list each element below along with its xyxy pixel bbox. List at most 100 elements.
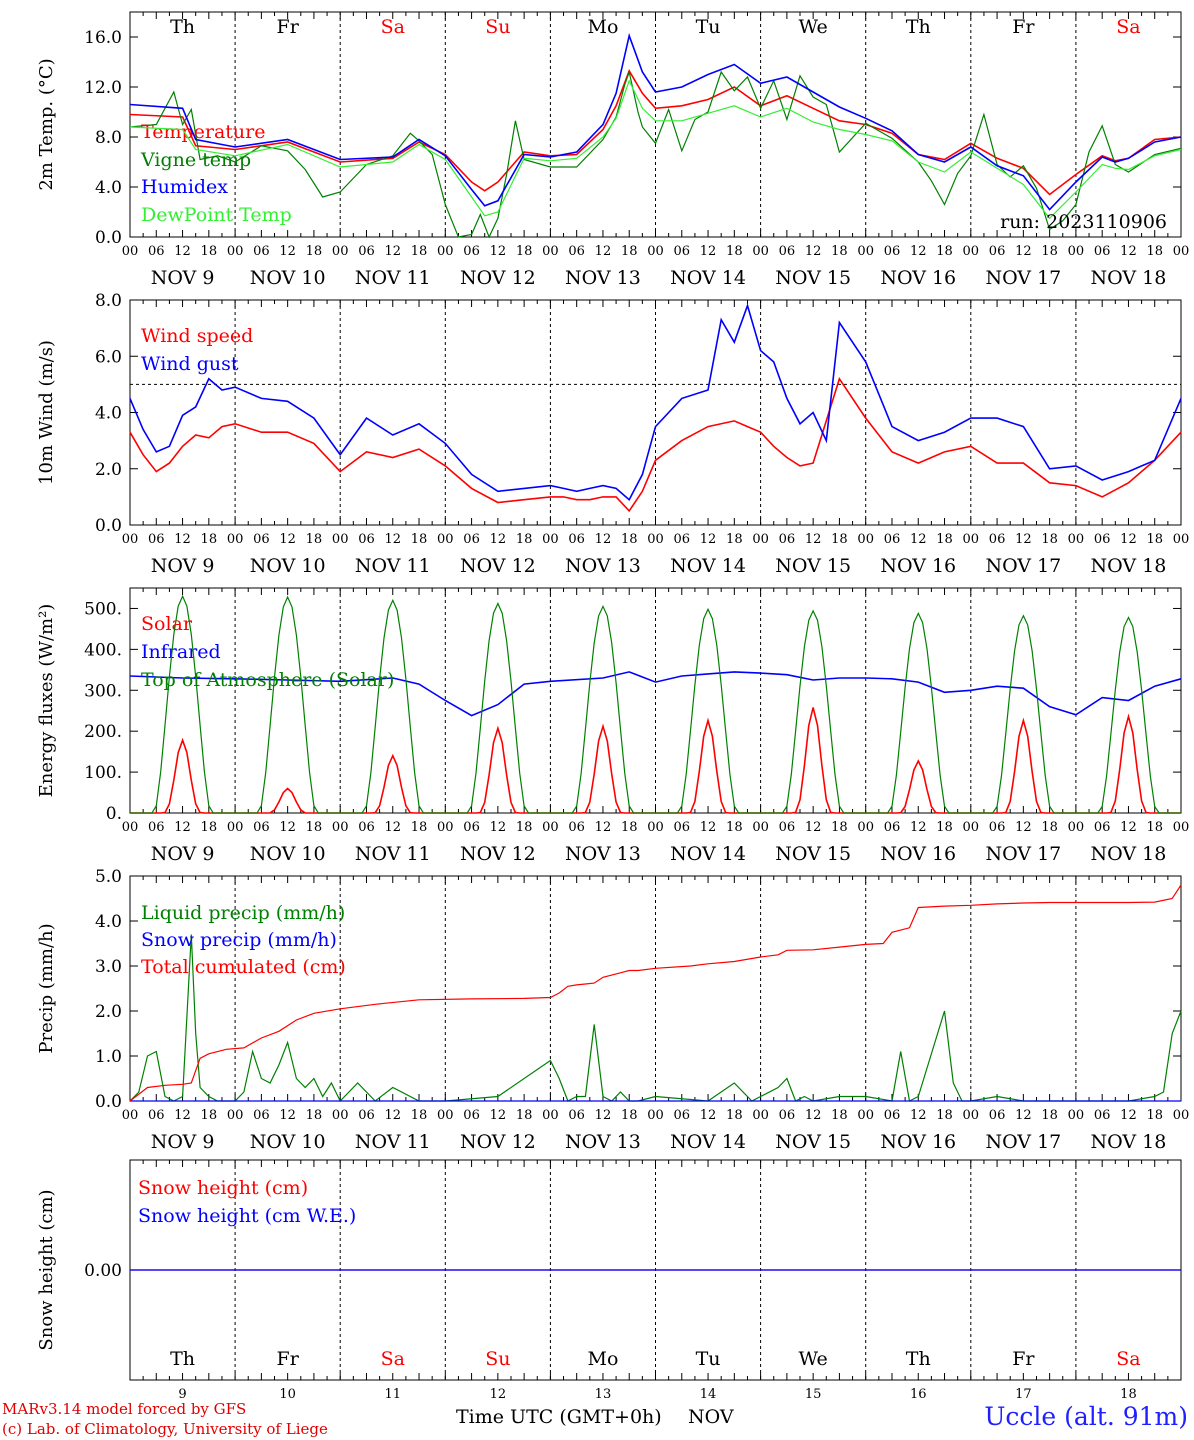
hour-tick-label: 06 <box>463 532 480 547</box>
y-axis-label: Energy fluxes (W/m²) <box>36 604 57 798</box>
legend-entry: Snow height (cm) <box>138 1177 308 1199</box>
hour-tick-label: 00 <box>227 244 244 259</box>
date-label: NOV 14 <box>670 555 746 577</box>
hour-tick-label: 00 <box>227 820 244 835</box>
day-name: Fr <box>1012 16 1035 38</box>
model-credit: MARv3.14 model forced by GFS <box>2 1400 247 1418</box>
y-tick-label: 200. <box>84 722 122 742</box>
hour-tick-label: 12 <box>910 820 927 835</box>
day-name: Th <box>170 16 195 38</box>
day-name: Sa <box>381 1348 405 1370</box>
y-tick-label: 0.0 <box>95 1092 122 1112</box>
hour-tick-label: 18 <box>201 820 218 835</box>
hour-tick-label: 18 <box>306 1108 323 1123</box>
hour-tick-label: 12 <box>174 1108 191 1123</box>
hour-tick-label: 12 <box>174 244 191 259</box>
hour-tick-label: 06 <box>989 532 1006 547</box>
legend-entry: Liquid precip (mm/h) <box>141 902 345 924</box>
hour-tick-label: 18 <box>1146 820 1163 835</box>
hour-tick-label: 00 <box>122 820 139 835</box>
hour-tick-label: 06 <box>779 1108 796 1123</box>
date-label: NOV 17 <box>985 267 1061 289</box>
hour-tick-label: 12 <box>700 1108 717 1123</box>
series-line <box>129 68 1182 196</box>
hour-tick-label: 06 <box>253 244 270 259</box>
hour-tick-label: 00 <box>1068 820 1085 835</box>
date-label: NOV 17 <box>985 843 1061 865</box>
legend-entry: Wind gust <box>141 353 239 375</box>
hour-tick-label: 06 <box>358 1108 375 1123</box>
hour-tick-label: 00 <box>963 532 980 547</box>
date-label: NOV 13 <box>565 555 641 577</box>
hour-tick-label: 00 <box>963 820 980 835</box>
hour-tick-label: 06 <box>1094 244 1111 259</box>
hour-tick-label: 18 <box>516 244 533 259</box>
y-tick-label: 6.0 <box>95 347 122 367</box>
hour-tick-label: 18 <box>306 244 323 259</box>
legend-entry: Infrared <box>141 641 221 663</box>
hour-tick-label: 12 <box>595 820 612 835</box>
hour-tick-label: 00 <box>857 1108 874 1123</box>
date-label: NOV 18 <box>1091 1131 1167 1153</box>
day-name: Fr <box>1012 1348 1035 1370</box>
hour-tick-label: 00 <box>1068 532 1085 547</box>
hour-tick-label: 06 <box>148 1108 165 1123</box>
hour-tick-label: 12 <box>174 532 191 547</box>
day-number: 9 <box>178 1387 186 1402</box>
hour-tick-label: 18 <box>621 244 638 259</box>
hour-tick-label: 00 <box>1173 532 1190 547</box>
hour-tick-label: 18 <box>516 1108 533 1123</box>
y-tick-label: 5.0 <box>95 867 122 887</box>
series-line <box>130 707 1181 814</box>
day-name: Sa <box>381 16 405 38</box>
hour-tick-label: 06 <box>358 532 375 547</box>
hour-tick-label: 18 <box>831 244 848 259</box>
hour-tick-label: 06 <box>989 1108 1006 1123</box>
hour-tick-label: 06 <box>674 244 691 259</box>
date-label: NOV 9 <box>151 843 215 865</box>
day-name: Fr <box>277 16 300 38</box>
hour-tick-label: 00 <box>227 1108 244 1123</box>
day-name: Mo <box>587 16 618 38</box>
date-label: NOV 14 <box>670 1131 746 1153</box>
hour-tick-label: 06 <box>779 244 796 259</box>
date-label: NOV 14 <box>670 267 746 289</box>
x-axis-month: NOV <box>688 1406 734 1428</box>
hour-tick-label: 18 <box>1041 532 1058 547</box>
hour-tick-label: 18 <box>411 532 428 547</box>
hour-tick-label: 18 <box>306 820 323 835</box>
hour-tick-label: 18 <box>306 532 323 547</box>
hour-tick-label: 00 <box>752 244 769 259</box>
hour-tick-label: 18 <box>516 820 533 835</box>
hour-tick-label: 06 <box>253 1108 270 1123</box>
hour-tick-label: 18 <box>936 244 953 259</box>
hour-tick-label: 12 <box>700 244 717 259</box>
date-label: NOV 18 <box>1091 267 1167 289</box>
y-tick-label: 2.0 <box>95 460 122 480</box>
run-label: run: 2023110906 <box>1000 211 1167 233</box>
y-tick-label: 0.00 <box>84 1261 122 1281</box>
hour-tick-label: 06 <box>884 820 901 835</box>
hour-tick-label: 00 <box>647 532 664 547</box>
hour-tick-label: 00 <box>542 244 559 259</box>
panel-2-frame <box>129 299 1182 526</box>
legend-entry: Snow precip (mm/h) <box>141 929 337 951</box>
hour-tick-label: 00 <box>752 820 769 835</box>
hour-tick-label: 12 <box>595 1108 612 1123</box>
series-line <box>129 79 1182 220</box>
hour-tick-label: 00 <box>647 1108 664 1123</box>
hour-tick-label: 12 <box>279 1108 296 1123</box>
hour-tick-label: 12 <box>1120 820 1137 835</box>
hour-tick-label: 12 <box>595 244 612 259</box>
date-label: NOV 15 <box>775 1131 851 1153</box>
hour-tick-label: 12 <box>1015 1108 1032 1123</box>
series-line <box>129 376 1182 513</box>
hour-tick-label: 18 <box>726 532 743 547</box>
hour-tick-label: 12 <box>490 244 507 259</box>
date-label: NOV 16 <box>880 267 956 289</box>
hour-tick-label: 06 <box>1094 1108 1111 1123</box>
hour-tick-label: 06 <box>253 820 270 835</box>
date-label: NOV 12 <box>460 843 536 865</box>
date-label: NOV 9 <box>151 1131 215 1153</box>
